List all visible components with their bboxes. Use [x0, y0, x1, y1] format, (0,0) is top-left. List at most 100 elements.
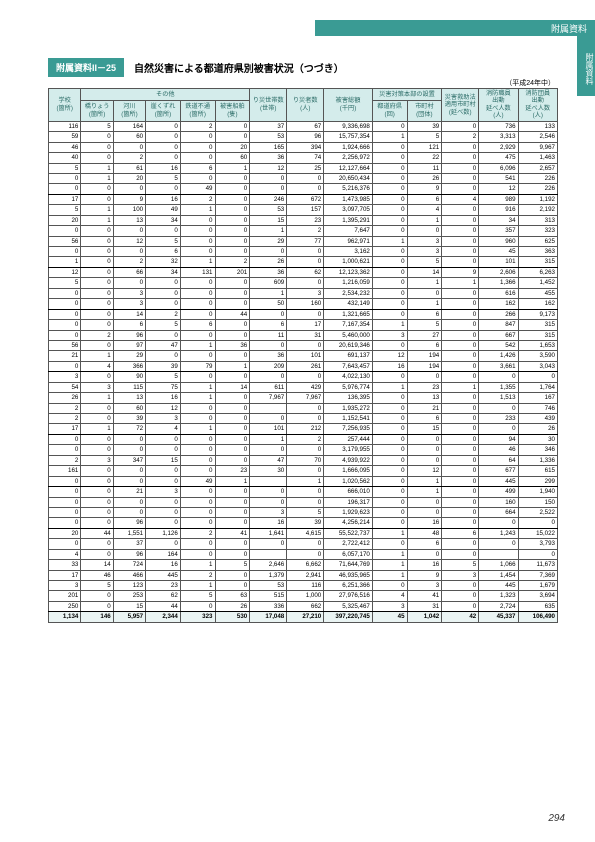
col-header: り災世帯数(世帯): [250, 89, 287, 122]
cell: 1,551: [113, 528, 145, 538]
cell: 14: [407, 267, 442, 277]
cell: 2,941: [287, 570, 324, 580]
cell: 0: [372, 414, 407, 424]
cell: 1,929,623: [324, 507, 373, 517]
cell: 0: [81, 184, 113, 194]
table-row: 2611316107,9677,967136,39501301,513167: [49, 393, 558, 403]
cell: 0: [215, 226, 250, 236]
cell: 357: [479, 226, 518, 236]
cell: 67: [287, 121, 324, 131]
cell: 1: [372, 132, 407, 142]
cell: 2,522: [518, 507, 557, 517]
cell: 0: [215, 414, 250, 424]
cell: 299: [518, 476, 557, 486]
cell: 0: [250, 184, 287, 194]
cell: 47: [250, 455, 287, 465]
cell: 0: [215, 372, 250, 382]
cell: 0: [81, 497, 113, 507]
cell: 0: [372, 539, 407, 549]
cell: 0: [81, 591, 113, 601]
cell: 2,546: [518, 132, 557, 142]
col-header: 橋りょう(箇所): [81, 101, 113, 122]
cell: 0: [372, 142, 407, 152]
cell: 164: [146, 549, 181, 559]
table-row: 000000127,647000357323: [49, 226, 558, 236]
cell: 0: [215, 549, 250, 559]
cell: 2,657: [518, 163, 557, 173]
cell: 6: [146, 247, 181, 257]
col-header: 災害救助法適用市町村(延べ数): [442, 89, 479, 122]
cell: 6: [180, 320, 215, 330]
total-cell: 397,220,745: [324, 612, 373, 622]
cell: 346: [518, 445, 557, 455]
cell: 4,256,214: [324, 518, 373, 528]
cell: 60: [113, 132, 145, 142]
title-badge: 附属資料II－25: [48, 58, 124, 77]
cell: 0: [407, 497, 442, 507]
cell: 12: [113, 236, 145, 246]
cell: 0: [442, 372, 479, 382]
cell: 0: [372, 226, 407, 236]
cell: 0: [518, 518, 557, 528]
side-tab: 附属資料: [577, 36, 595, 96]
cell: 315: [518, 257, 557, 267]
table-row: 560125002977962,971130960625: [49, 236, 558, 246]
cell: 0: [81, 288, 113, 298]
cell: 14: [113, 309, 145, 319]
cell: 96: [113, 549, 145, 559]
cell: 0: [372, 487, 407, 497]
cell: 3: [250, 507, 287, 517]
cell: 1,940: [518, 487, 557, 497]
cell: 0: [49, 309, 81, 319]
cell: 0: [372, 581, 407, 591]
cell: 11: [407, 163, 442, 173]
total-cell: 530: [215, 612, 250, 622]
cell: 6: [250, 320, 287, 330]
cell: 44: [146, 601, 181, 611]
cell: 7,369: [518, 570, 557, 580]
cell: 0: [372, 257, 407, 267]
cell: 0: [49, 247, 81, 257]
cell: 0: [215, 288, 250, 298]
table-row: 56097471360020,619,3460605421,653: [49, 340, 558, 350]
cell: 26: [49, 393, 81, 403]
cell: 609: [250, 278, 287, 288]
cell: 0: [215, 487, 250, 497]
cell: 26: [407, 173, 442, 183]
cell: 0: [372, 518, 407, 528]
cell: 39: [287, 518, 324, 528]
table-row: 1610000233001,666,0950120677615: [49, 466, 558, 476]
cell: 0: [146, 330, 181, 340]
cell: 4: [146, 424, 181, 434]
cell: 0: [215, 507, 250, 517]
header-bar: 附属資料: [315, 20, 595, 36]
cell: 15: [250, 215, 287, 225]
cell: 20,650,434: [324, 173, 373, 183]
cell: 0: [146, 121, 181, 131]
cell: 1,666,095: [324, 466, 373, 476]
cell: 0: [250, 309, 287, 319]
cell: 1: [81, 173, 113, 183]
cell: 1,126: [146, 528, 181, 538]
cell: 499: [479, 487, 518, 497]
cell: 3: [407, 581, 442, 591]
cell: 5,976,774: [324, 382, 373, 392]
cell: 56: [49, 340, 81, 350]
cell: 0: [372, 184, 407, 194]
cell: 5: [81, 121, 113, 131]
cell: 0: [49, 173, 81, 183]
cell: 9: [442, 267, 479, 277]
col-header: 災害対策本部の設置: [372, 89, 441, 101]
cell: 22: [407, 153, 442, 163]
table-row: 351232310531166,251,3660304451,679: [49, 581, 558, 591]
cell: 12: [479, 184, 518, 194]
cell: 2,606: [479, 267, 518, 277]
cell: 55,522,737: [324, 528, 373, 538]
cell: 0: [287, 539, 324, 549]
cell: 0: [81, 518, 113, 528]
cell: 3,661: [479, 361, 518, 371]
cell: 37: [113, 539, 145, 549]
cell: 0: [372, 215, 407, 225]
cell: 23: [215, 466, 250, 476]
cell: 0: [146, 497, 181, 507]
